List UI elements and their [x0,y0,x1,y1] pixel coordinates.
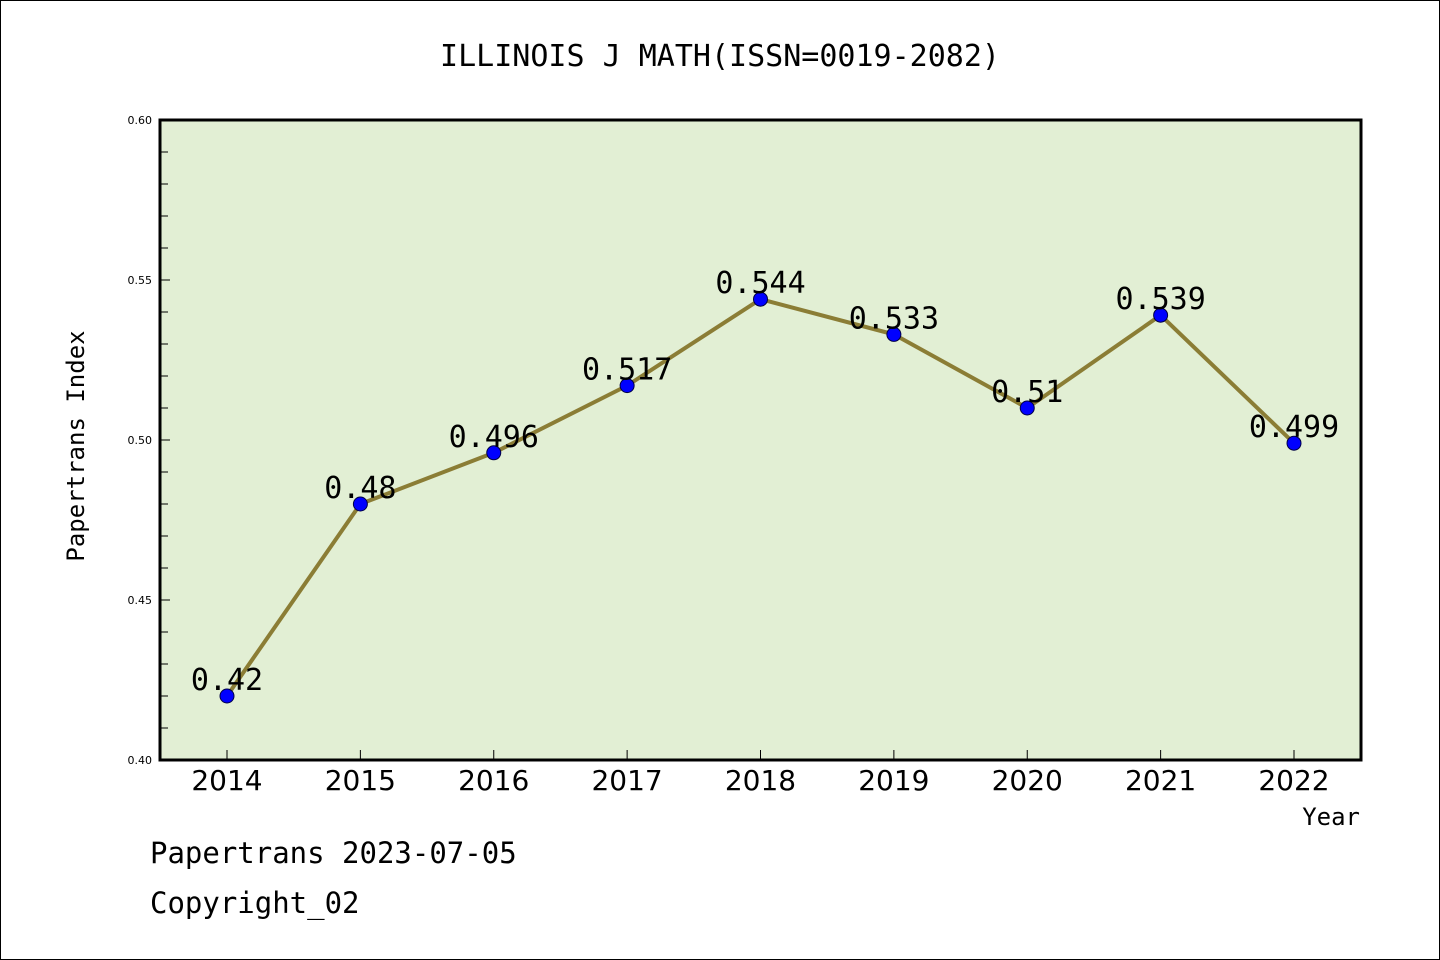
footer-copyright: Copyright_02 [150,886,360,920]
y-tick-label: 0.40 [128,754,153,767]
data-label: 0.533 [849,301,939,336]
data-point [1286,435,1302,451]
y-tick-label: 0.60 [128,114,153,127]
x-tick-label: 2016 [458,764,529,797]
data-point [1153,307,1169,323]
x-tick-label: 2015 [325,764,396,797]
x-axis: 2014 2015 2016 2017 2018 2019 2020 2021 2022 [191,750,1330,797]
data-label: 0.499 [1249,410,1339,445]
data-point [486,445,502,461]
x-tick-label: 2022 [1258,764,1329,797]
data-label: 0.496 [449,420,539,455]
y-tick-label: 0.50 [128,434,153,447]
data-label: 0.517 [582,353,672,388]
data-labels: 0.42 0.48 0.496 0.517 0.544 0.533 0.51 0.539 0.4… [191,266,1339,698]
data-point [753,291,768,307]
data-label: 0.539 [1115,282,1205,317]
plot-area [158,118,1363,762]
data-point [886,326,902,342]
footer-date: Papertrans 2023-07-05 [150,836,517,870]
x-tick-label: 2021 [1125,764,1196,797]
data-point [619,378,635,394]
x-axis-label: Year [1302,803,1360,831]
data-points [219,291,1302,704]
y-tick-label: 0.45 [128,594,153,607]
x-tick-label: 2018 [725,764,796,797]
data-point [219,688,235,704]
y-axis-label: Papertrans Index [62,330,90,561]
y-axis: 0.40 0.45 0.50 0.55 0.60 [128,114,170,767]
data-label: 0.42 [191,663,263,698]
chart-title: ILLINOIS J MATH(ISSN=0019-2082) [440,39,1000,74]
x-tick-label: 2019 [858,764,929,797]
data-label: 0.48 [324,471,396,506]
x-tick-label: 2014 [191,764,262,797]
data-label: 0.544 [715,266,805,301]
y-tick-label: 0.55 [128,274,153,287]
x-tick-label: 2017 [591,764,662,797]
data-point [352,496,368,512]
data-label: 0.51 [991,375,1063,410]
data-point [1019,400,1035,416]
x-tick-label: 2020 [992,764,1063,797]
